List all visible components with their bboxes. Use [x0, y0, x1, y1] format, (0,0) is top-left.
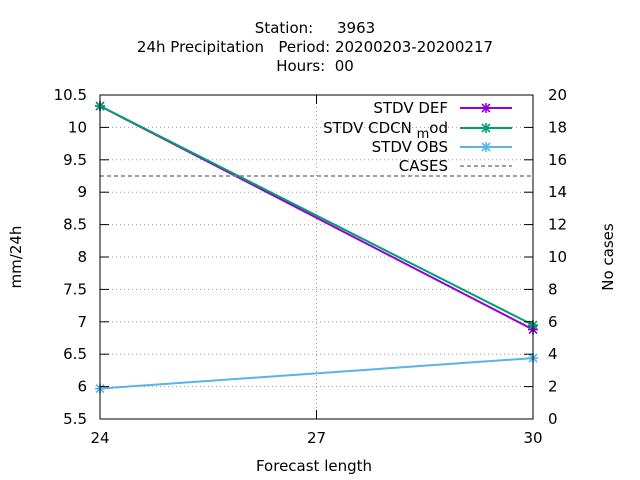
y2-tick-label: 8 — [548, 280, 558, 298]
y-tick-label: 9 — [77, 183, 87, 201]
legend-marker — [481, 123, 491, 133]
y-tick-label: 7 — [77, 313, 87, 331]
y-tick-label: 10.5 — [54, 86, 87, 104]
series-line — [99, 105, 534, 326]
y-tick-label: 7.5 — [63, 280, 87, 298]
legend-entry-label: STDV OBS — [372, 138, 448, 156]
legend-marker — [481, 103, 491, 113]
y-tick-label: 8.5 — [63, 216, 87, 234]
y2-axis-label: No cases — [599, 223, 617, 291]
x-tick-label: 27 — [307, 429, 326, 447]
chart-title: Station: 3963 24h Precipitation Period: … — [137, 19, 493, 75]
y2-tick-label: 12 — [548, 216, 567, 234]
y2-tick-label: 18 — [548, 118, 567, 136]
y2-tick-label: 0 — [548, 410, 558, 428]
title-line-hours: Hours: 00 — [276, 57, 354, 75]
y2-tick-label: 20 — [548, 86, 567, 104]
series-line — [99, 357, 534, 390]
y-tick-label: 6 — [77, 378, 87, 396]
y2-tick-label: 2 — [548, 378, 558, 396]
title-line-period: 24h Precipitation Period: 20200203-20200… — [137, 38, 493, 56]
axis-ticks: 5.566.577.588.599.51010.5024681012141618… — [54, 86, 568, 447]
legend-entry-label: STDV DEF — [373, 99, 448, 117]
legend-marker — [481, 142, 491, 152]
y-tick-label: 9.5 — [63, 151, 87, 169]
y2-tick-label: 16 — [548, 151, 567, 169]
legend-entry-label: CASES — [399, 157, 448, 175]
y2-tick-label: 14 — [548, 183, 567, 201]
y2-tick-label: 4 — [548, 345, 558, 363]
title-line-station: Station: 3963 — [255, 19, 375, 37]
x-tick-label: 30 — [523, 429, 542, 447]
grid — [100, 95, 533, 419]
x-axis-label: Forecast length — [256, 457, 372, 475]
y-tick-label: 10 — [68, 118, 87, 136]
y-tick-label: 5.5 — [63, 410, 87, 428]
y2-tick-label: 10 — [548, 248, 567, 266]
y-tick-label: 8 — [77, 248, 87, 266]
y-axis-label: mm/24h — [7, 226, 25, 289]
y2-tick-label: 6 — [548, 313, 558, 331]
y-tick-label: 6.5 — [63, 345, 87, 363]
x-tick-label: 24 — [90, 429, 109, 447]
